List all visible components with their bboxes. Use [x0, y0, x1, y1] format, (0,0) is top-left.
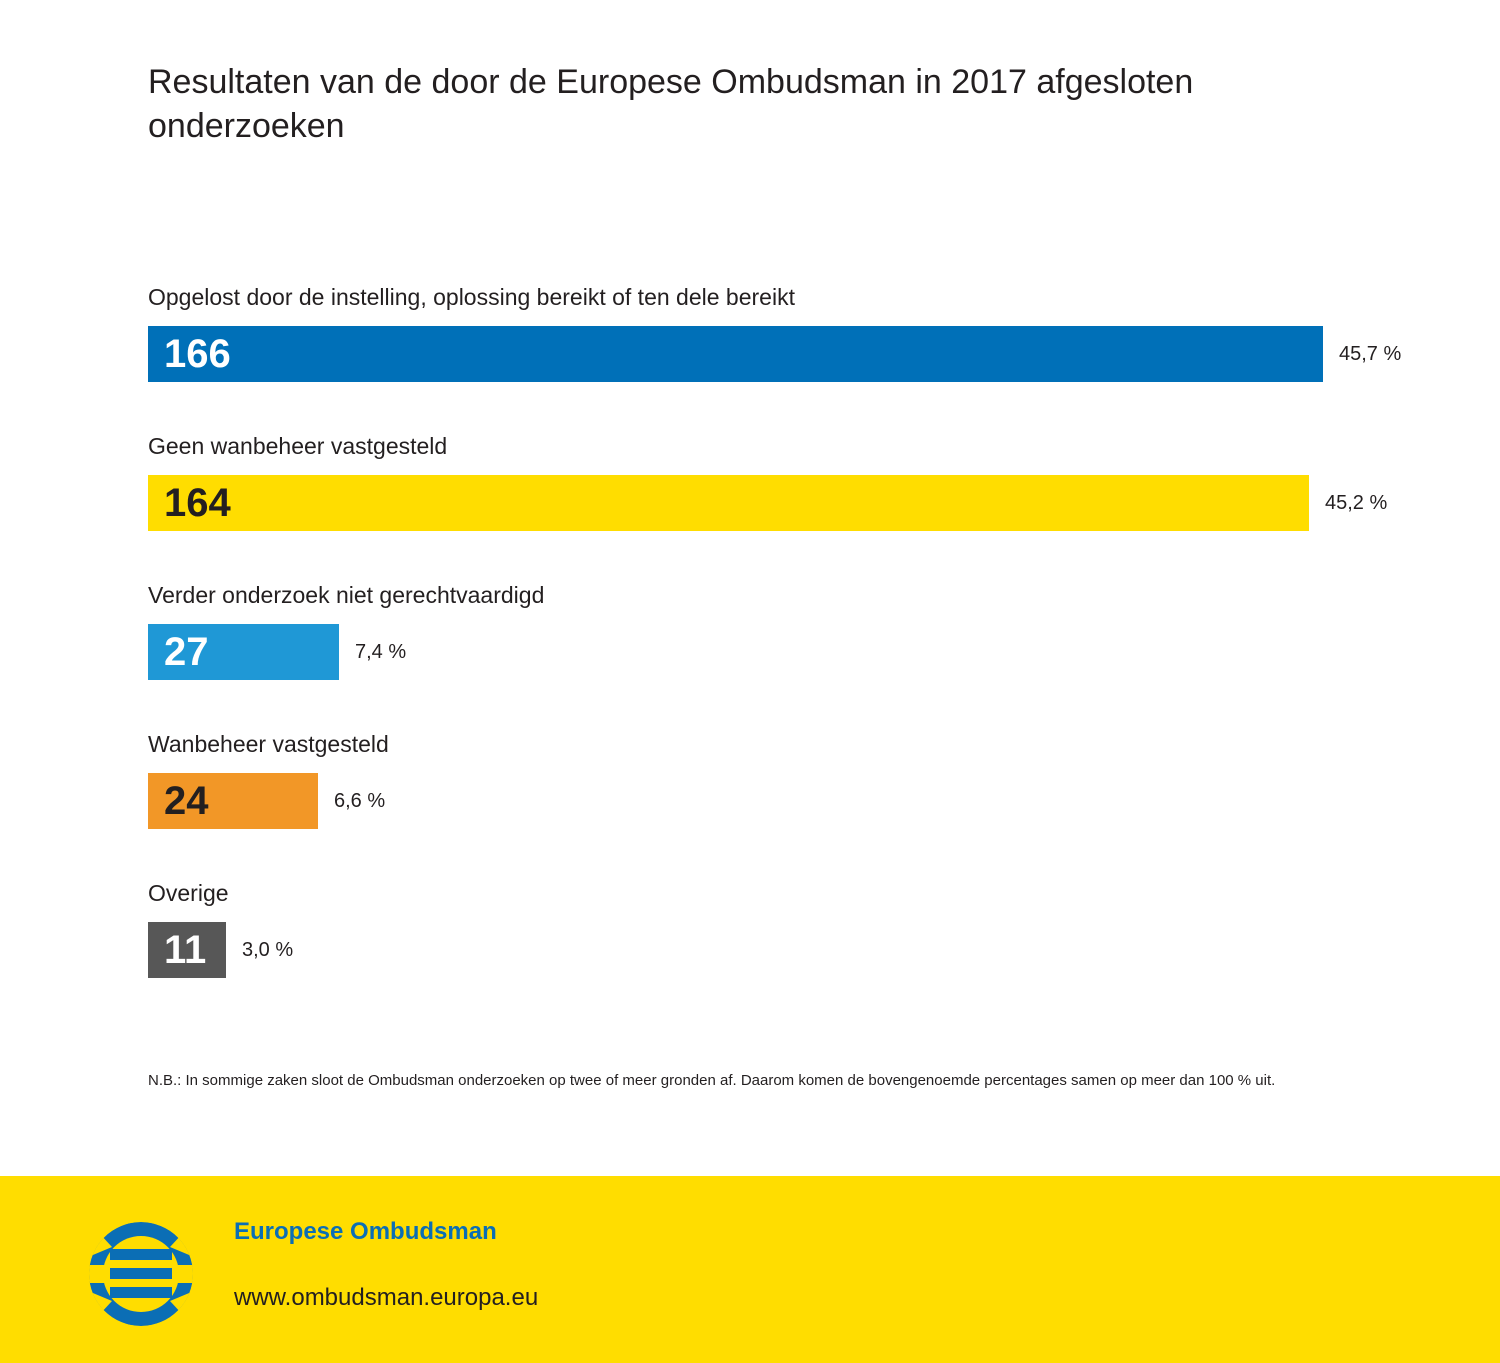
category-label: Overige: [148, 880, 229, 906]
bar: 11: [148, 922, 226, 978]
percent-label: 45,2 %: [1325, 492, 1388, 514]
bar-value-label: 27: [164, 630, 209, 674]
category-label: Geen wanbeheer vastgesteld: [148, 433, 448, 459]
bar: 27: [148, 624, 339, 680]
footer-band: Europese Ombudsman www.ombudsman.europa.…: [0, 1176, 1500, 1363]
website-url[interactable]: www.ombudsman.europa.eu: [234, 1284, 539, 1311]
bar: 166: [148, 326, 1323, 382]
category-label: Opgelost door de instelling, oplossing b…: [148, 284, 795, 310]
percent-label: 3,0 %: [242, 939, 294, 961]
european-ombudsman-logo-icon: [89, 1222, 193, 1326]
percent-label: 45,7 %: [1339, 343, 1402, 365]
bar: 164: [148, 475, 1309, 531]
bar-chart: Opgelost door de instelling, oplossing b…: [148, 284, 1402, 978]
bar-value-label: 11: [164, 928, 207, 972]
category-label: Verder onderzoek niet gerechtvaardigd: [148, 582, 545, 608]
percent-label: 6,6 %: [334, 790, 386, 812]
footnote: N.B.: In sommige zaken sloot de Ombudsma…: [148, 1072, 1276, 1089]
bar-value-label: 24: [164, 779, 209, 823]
brand-name: Europese Ombudsman: [234, 1218, 497, 1245]
percent-label: 7,4 %: [355, 641, 407, 663]
chart-title: Resultaten van de door de Europese Ombud…: [148, 63, 1194, 145]
bar: 24: [148, 773, 318, 829]
category-label: Wanbeheer vastgesteld: [148, 731, 389, 757]
bar-value-label: 164: [164, 481, 231, 525]
bar-value-label: 166: [164, 332, 231, 376]
